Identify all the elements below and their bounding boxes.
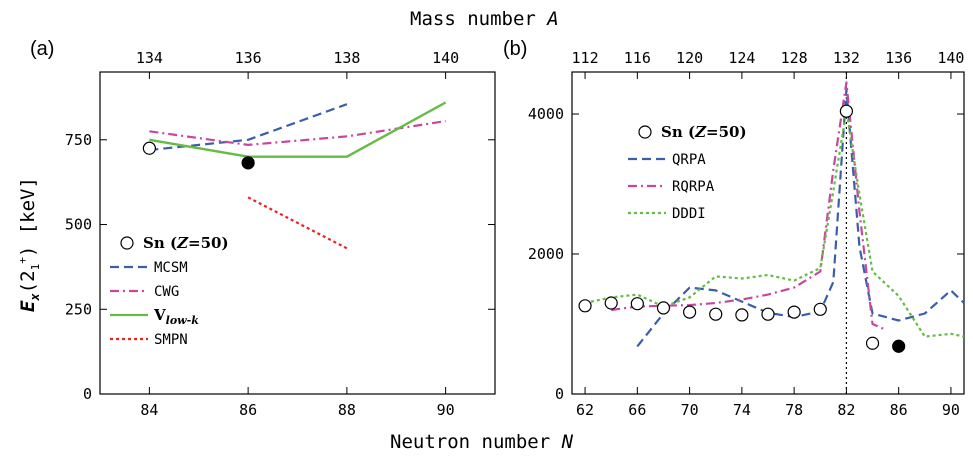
panel-b-series xyxy=(584,81,965,348)
y-tick-label: 250 xyxy=(65,300,92,318)
legend-label-qrpa: QRPA xyxy=(672,152,706,168)
legend-label-dddi: DDDI xyxy=(672,206,706,222)
legend-marker-sn xyxy=(120,236,134,250)
x2-tick-label: 140 xyxy=(937,49,964,67)
panel-a-markers xyxy=(142,141,255,170)
panel-a: 84 86 88 90 134 136 138 140 0 250 500 750 Sn (Z=50)… xyxy=(65,49,496,419)
data-point-open xyxy=(682,305,697,319)
x2-tick-label: 124 xyxy=(728,49,755,67)
x2-tick-label: 136 xyxy=(235,49,262,67)
x2-tick-label: 136 xyxy=(885,49,912,67)
left-axis-title: Ex(21+) [keV] xyxy=(16,177,42,312)
y-tick-label: 0 xyxy=(555,385,564,403)
x-tick-label: 86 xyxy=(239,401,257,419)
series-line-v-low-k xyxy=(149,101,447,158)
legend-label-mcsm: MCSM xyxy=(154,260,188,276)
panel-a-frame xyxy=(99,71,496,395)
legend-label-sn: Sn (Z=50) xyxy=(661,123,747,141)
panel-b-legend: Sn (Z=50) QRPA RQRPA DDDI xyxy=(628,123,747,222)
data-point-open xyxy=(604,296,618,310)
y-tick-label: 750 xyxy=(65,131,92,149)
panel-label-b: (b) xyxy=(503,38,527,60)
panel-label-a: (a) xyxy=(30,38,54,60)
x-tick-label: 78 xyxy=(785,401,803,419)
data-point-open xyxy=(735,308,749,322)
x2-tick-label: 128 xyxy=(781,49,808,67)
x2-tick-label: 140 xyxy=(432,49,459,67)
series-line-dddi xyxy=(584,109,965,338)
bottom-axis-title: Neutron number N xyxy=(390,431,574,453)
x-tick-label: 66 xyxy=(628,401,646,419)
legend-label-sn: Sn (Z=50) xyxy=(143,234,229,252)
data-point-open xyxy=(709,307,723,321)
series-line-smpn xyxy=(247,196,348,250)
panel-a-axes: 84 86 88 90 134 136 138 140 0 250 500 750 xyxy=(65,49,495,419)
panel-b-markers xyxy=(578,104,906,353)
x-tick-label: 70 xyxy=(681,401,699,419)
data-point-open xyxy=(630,297,644,311)
svg-text:Ex(21+) [keV]: Ex(21+) [keV] xyxy=(16,177,42,312)
x2-tick-label: 116 xyxy=(624,49,651,67)
x-tick-label: 90 xyxy=(437,401,455,419)
x-tick-label: 88 xyxy=(338,401,356,419)
x2-tick-label: 132 xyxy=(833,49,860,67)
series-line-rqrpa xyxy=(611,81,887,331)
y-tick-label: 500 xyxy=(65,216,92,234)
panel-b-frame xyxy=(571,71,965,395)
data-point-open xyxy=(656,301,671,315)
x-tick-label: 62 xyxy=(576,401,594,419)
panel-b: 62 66 70 74 78 82 86 90 112 116 120 124 128 132 136 140… xyxy=(528,49,965,419)
x2-tick-label: 138 xyxy=(333,49,360,67)
top-axis-title: Mass number A xyxy=(410,8,559,30)
series-line-cwg xyxy=(149,120,446,146)
data-point-open xyxy=(761,307,775,321)
data-point-open xyxy=(142,141,156,155)
data-point-filled xyxy=(892,339,906,353)
x-tick-label: 74 xyxy=(733,401,751,419)
legend-label-smpn: SMPN xyxy=(154,332,188,348)
x-tick-label: 82 xyxy=(837,401,855,419)
x2-tick-label: 120 xyxy=(676,49,703,67)
x2-tick-label: 112 xyxy=(572,49,599,67)
legend-label-cwg: CWG xyxy=(154,284,179,300)
x-tick-label: 90 xyxy=(942,401,960,419)
x-tick-label: 86 xyxy=(890,401,908,419)
panel-b-axes: 62 66 70 74 78 82 86 90 112 116 120 124 128 132 136 140… xyxy=(528,49,965,419)
y-tick-label: 0 xyxy=(83,385,92,403)
data-point-open xyxy=(865,336,880,350)
data-point-open xyxy=(813,302,827,316)
data-point-open xyxy=(787,305,801,319)
series-line-mcsm xyxy=(149,103,348,152)
panel-a-series xyxy=(149,101,447,250)
legend-label-vlowk: Vlow-k xyxy=(153,306,199,327)
data-point-open xyxy=(839,104,854,118)
y-tick-label: 4000 xyxy=(528,105,564,123)
x-tick-label: 84 xyxy=(140,401,158,419)
data-point-open xyxy=(578,299,592,313)
x2-tick-label: 134 xyxy=(136,49,163,67)
y-tick-label: 2000 xyxy=(528,245,564,263)
data-point-filled xyxy=(241,156,255,170)
legend-label-rqrpa: RQRPA xyxy=(672,179,715,195)
series-line-qrpa xyxy=(636,88,965,348)
panel-a-legend: Sn (Z=50) MCSM CWG Vlow-k SMPN xyxy=(110,234,229,348)
legend-marker-sn xyxy=(638,125,652,139)
